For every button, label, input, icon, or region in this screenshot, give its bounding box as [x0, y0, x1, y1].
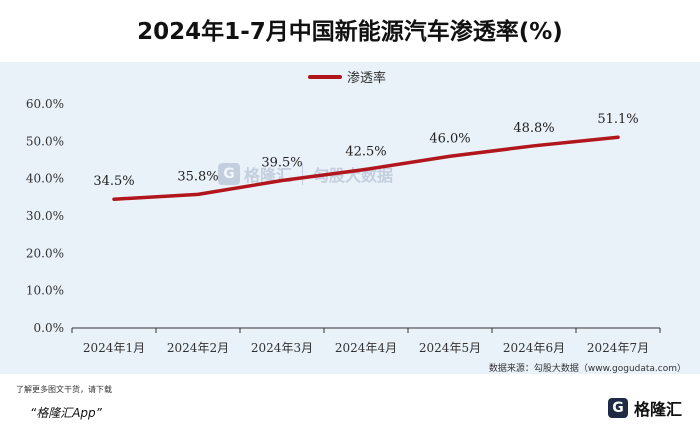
data-point — [364, 167, 368, 171]
y-tick-label: 50.0% — [26, 134, 64, 148]
data-label: 34.5% — [93, 174, 134, 189]
data-label: 51.1% — [597, 112, 638, 127]
y-tick-label: 0.0% — [34, 321, 65, 335]
title-band — [0, 0, 700, 62]
data-point — [280, 179, 284, 183]
y-tick-label: 10.0% — [26, 284, 64, 298]
data-label: 46.0% — [429, 131, 470, 146]
data-label: 35.8% — [177, 169, 218, 184]
brand-logo-icon: G — [607, 398, 628, 418]
data-point — [532, 144, 536, 148]
x-tick-label: 2024年7月 — [587, 341, 649, 355]
data-label: 48.8% — [513, 121, 554, 136]
x-tick-label: 2024年3月 — [251, 341, 313, 355]
data-point — [616, 135, 620, 139]
legend-label: 渗透率 — [347, 70, 386, 86]
footer-note: 了解更多图文干货，请下载 — [16, 385, 112, 394]
watermark-data-brand: 勾股大数据 — [313, 166, 394, 185]
x-tick-label: 2024年5月 — [419, 341, 481, 355]
plot-background — [0, 62, 700, 374]
brand-logo-text: 格隆汇 — [633, 400, 682, 419]
data-label: 42.5% — [345, 144, 386, 159]
x-tick-label: 2024年1月 — [83, 341, 145, 355]
data-point — [112, 197, 116, 201]
data-source: 数据来源：勾股大数据（www.gogudata.com） — [488, 364, 686, 374]
footer-app-name: “格隆汇App” — [30, 406, 102, 420]
x-tick-label: 2024年2月 — [167, 341, 229, 355]
y-tick-label: 40.0% — [26, 172, 64, 186]
chart-title: 2024年1-7月中国新能源汽车渗透率(%) — [137, 19, 563, 45]
x-tick-label: 2024年4月 — [335, 341, 397, 355]
brand-logo: G 格隆汇 — [607, 396, 682, 420]
data-label: 39.5% — [261, 156, 302, 171]
watermark-separator — [302, 163, 304, 185]
y-tick-label: 20.0% — [26, 246, 64, 260]
x-tick-label: 2024年6月 — [503, 341, 565, 355]
data-point — [196, 192, 200, 196]
y-tick-label: 30.0% — [26, 209, 64, 223]
data-point — [448, 154, 452, 158]
y-tick-label: 60.0% — [26, 97, 64, 111]
watermark-logo-icon: G — [218, 163, 240, 185]
